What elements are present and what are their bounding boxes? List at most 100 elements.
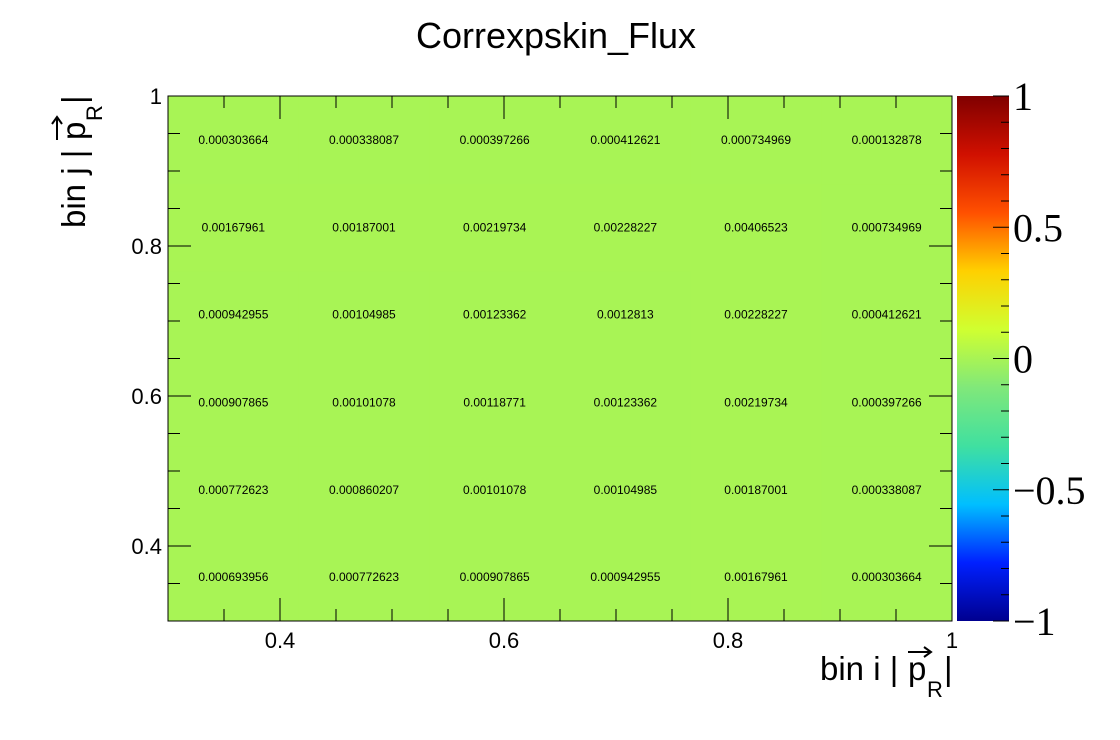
y-tick-label: 0.6 [131,384,162,409]
heatmap-cell [168,270,300,359]
heatmap-cell [298,533,430,622]
cell-value-label: 0.000860207 [329,483,399,497]
heatmap-cell [168,446,300,534]
heatmap-cell [429,446,561,534]
colorbar-tick-label: 1 [1013,74,1033,119]
x-tick-label: 0.8 [713,628,744,653]
cell-value-label: 0.000412621 [852,308,922,322]
cell-value-label: 0.00104985 [594,483,658,497]
cell-value-label: 0.000132878 [852,133,922,147]
heatmap-cell [298,96,430,185]
chart-title: Correxpskin_Flux [416,15,696,56]
x-axis-label-end: | [944,650,953,687]
cell-value-label: 0.00101078 [463,483,527,497]
cell-value-label: 0.000942955 [590,570,660,584]
x-tick-label: 1 [946,628,958,653]
cell-value-label: 0.000734969 [852,220,922,234]
heatmap-cell [821,270,953,359]
axis-ticks: 0.4 0.6 0.8 1 0.4 0.6 0.8 1 [131,84,958,653]
cell-value-label: 0.00104985 [332,308,396,322]
cell-value-label: 0.000397266 [852,395,922,409]
cell-value-label: 0.00187001 [724,483,788,497]
cell-value-label: 0.000907865 [460,570,530,584]
heatmap-cell [690,533,822,622]
cell-value-label: 0.000907865 [198,395,268,409]
colorbar-ticks: 1 0.5 0 −0.5 −1 [993,74,1086,644]
heatmap-cell [560,533,692,622]
heatmap-cell [168,183,300,272]
heatmap-cell [560,446,692,534]
heatmap-cell [821,446,953,534]
x-axis-label-main: bin i | [820,650,898,687]
y-axis-label-main: bin j | [55,150,92,228]
cell-value-label: 0.000338087 [852,483,922,497]
heatmap-cell [560,270,692,359]
cell-value-label: 0.00228227 [594,220,658,234]
cell-value-label: 0.00187001 [332,220,396,234]
heatmap-cell [168,358,300,447]
cell-value-label: 0.000772623 [198,483,268,497]
heatmap-cell [560,183,692,272]
cell-value-label: 0.000412621 [590,133,660,147]
cell-value-label: 0.00219734 [724,395,788,409]
heatmap-cell [690,183,822,272]
heatmap-cell [690,358,822,447]
heatmap-cell [560,358,692,447]
y-axis-label: bin j | p R | [51,95,107,228]
heatmap-cells [168,96,953,622]
colorbar-tick-label: 0 [1013,337,1033,382]
cell-value-label: 0.000693956 [198,570,268,584]
cell-value-labels: 0.000693956 0.000772623 0.000907865 0.00094… [198,133,922,584]
y-axis-label-subscript: R [82,105,107,121]
colorbar-tick-label: 0.5 [1013,205,1063,250]
y-axis-label-arrow-icon [51,115,63,140]
y-axis-label-end: | [55,95,92,104]
x-tick-label: 0.4 [265,628,296,653]
y-tick-label: 0.8 [131,234,162,259]
heatmap-cell [821,358,953,447]
heatmap-cell [429,270,561,359]
cell-value-label: 0.000397266 [460,133,530,147]
heatmap-cell [429,533,561,622]
colorbar-tick-label: −0.5 [1013,468,1086,513]
x-tick-label: 0.6 [489,628,520,653]
heatmap-cell [690,96,822,185]
colorbar-tick-label: −1 [1013,599,1056,644]
cell-value-label: 0.00118771 [463,395,526,409]
heatmap-cell [429,183,561,272]
cell-value-label: 0.0012813 [597,308,654,322]
heatmap-cell [298,358,430,447]
cell-value-label: 0.000303664 [852,570,922,584]
heatmap-cell [821,96,953,185]
heatmap-cell [690,270,822,359]
x-axis-label-arrow-icon [908,646,933,658]
cell-value-label: 0.000772623 [329,570,399,584]
cell-value-label: 0.000734969 [721,133,791,147]
cell-value-label: 0.000303664 [198,133,268,147]
cell-value-label: 0.000338087 [329,133,399,147]
heatmap-cell [690,446,822,534]
heatmap-cell [429,96,561,185]
cell-value-label: 0.00123362 [463,308,527,322]
heatmap-cell [821,533,953,622]
x-axis-label: bin i | p R | [820,646,953,702]
cell-value-label: 0.00406523 [724,220,788,234]
heatmap-cell [298,183,430,272]
y-tick-label: 1 [150,84,162,109]
heatmap-cell [168,96,300,185]
heatmap-cell [821,183,953,272]
cell-value-label: 0.00167961 [202,220,266,234]
heatmap-cell [168,533,300,622]
x-axis-label-subscript: R [927,677,943,702]
cell-value-label: 0.00167961 [724,570,788,584]
y-axis-label-p: p [55,122,92,140]
heatmap-cell [560,96,692,185]
cell-value-label: 0.000942955 [198,308,268,322]
cell-value-label: 0.00101078 [332,395,396,409]
x-axis-label-p: p [908,650,926,687]
cell-value-label: 0.00219734 [463,220,527,234]
cell-value-label: 0.00228227 [724,308,788,322]
y-tick-label: 0.4 [131,534,162,559]
